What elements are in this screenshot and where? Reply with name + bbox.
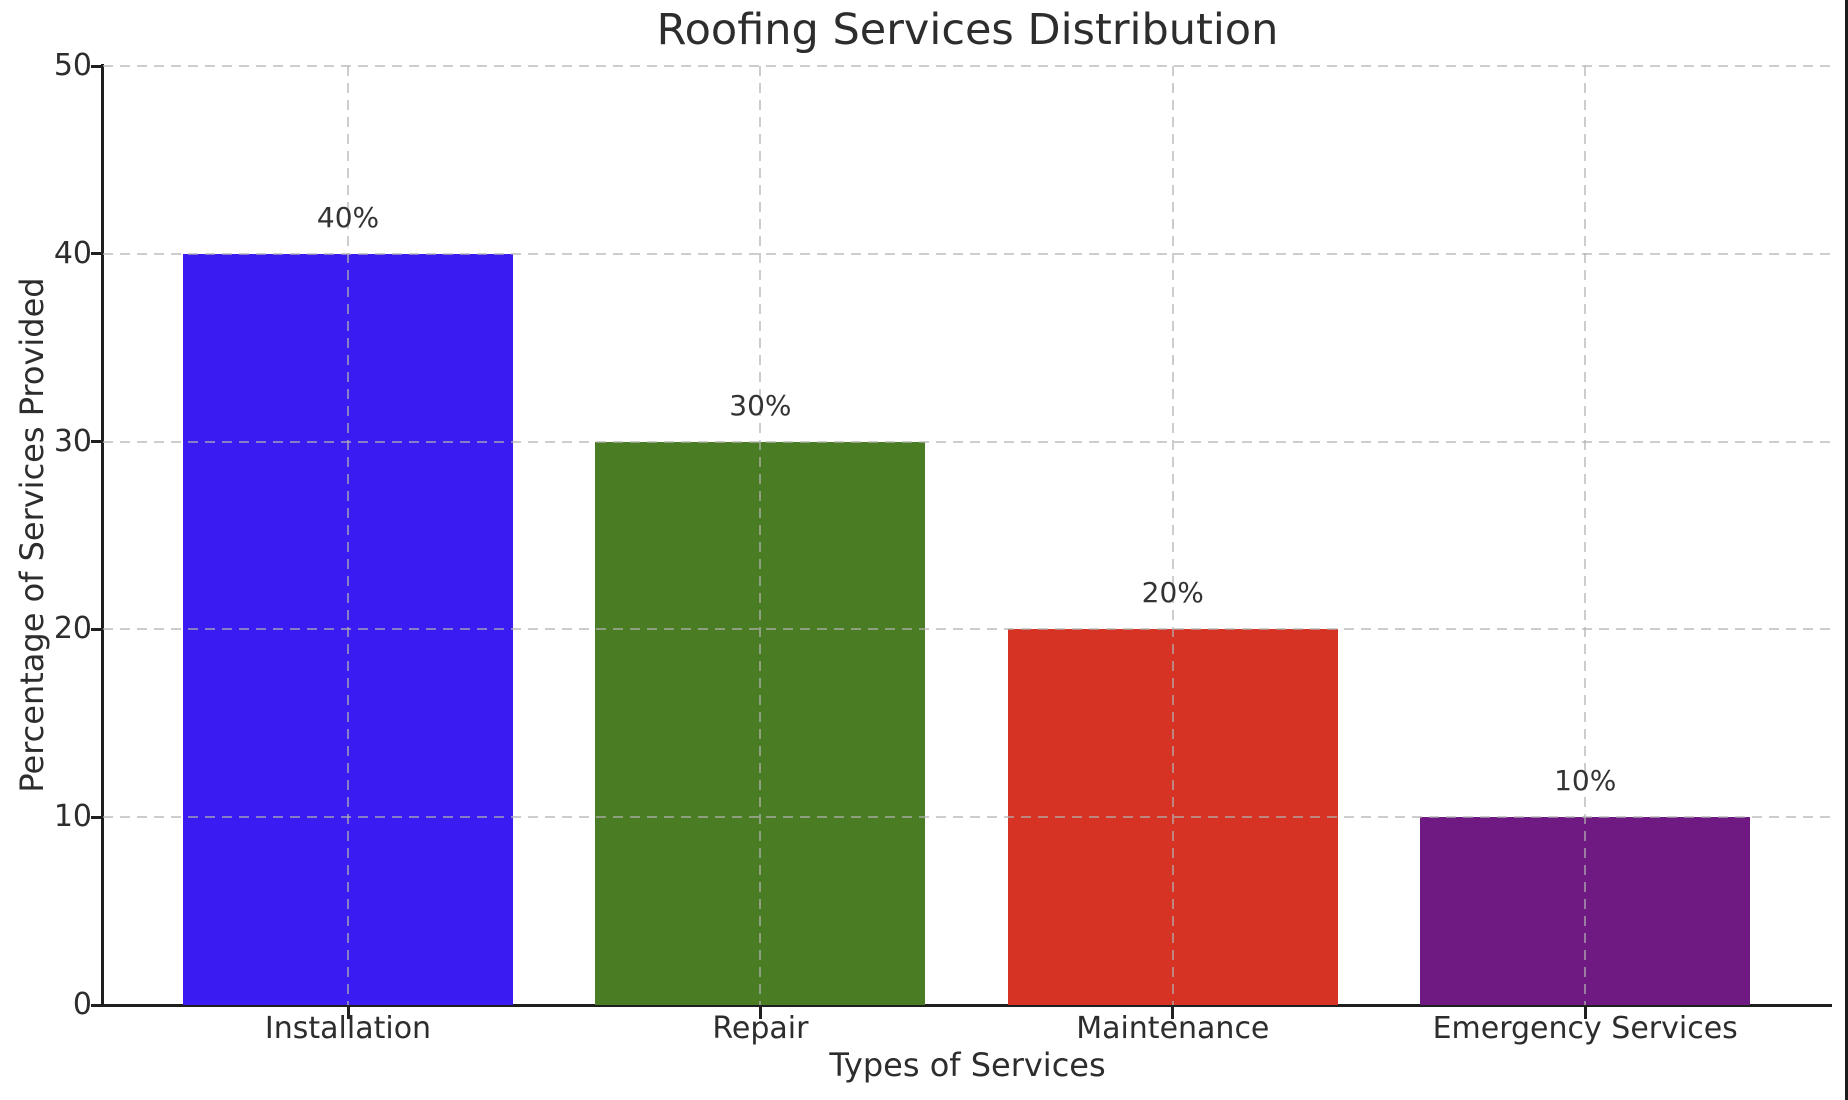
y-tick-label-0: 0 [72, 987, 92, 1022]
y-tick-mark-10 [91, 815, 103, 819]
y-tick-label-50: 50 [53, 48, 92, 83]
x-tick-label-maintenance: Maintenance [1076, 1011, 1270, 1046]
x-tick-mark-installation [346, 1007, 350, 1019]
y-tick-label-40: 40 [53, 235, 92, 271]
y-tick-label-30: 30 [53, 423, 92, 459]
plot-area: 40% 30% 20% 10% [103, 65, 1832, 1005]
x-axis-spine [101, 1004, 1832, 1007]
h-gridline-20 [103, 628, 1832, 631]
x-tick-label-installation: Installation [264, 1011, 432, 1046]
x-tick-mark-repair [758, 1007, 762, 1019]
y-tick-mark-0 [91, 1003, 103, 1007]
v-gridline-installation [347, 66, 349, 1005]
bar-value-label-emergency-services: 10% [1554, 764, 1617, 798]
x-tick-label-repair: Repair [712, 1011, 809, 1046]
screenshot-right-border [1845, 0, 1848, 1100]
y-axis-label: Percentage of Services Provided [13, 277, 51, 793]
h-gridline-50 [103, 65, 1832, 67]
y-tick-mark-40 [91, 252, 103, 256]
y-tick-mark-30 [91, 440, 103, 444]
chart-title: Roofing Services Distribution [656, 5, 1279, 55]
x-tick-mark-emergency-services [1583, 1007, 1587, 1019]
x-axis-label: Types of Services [829, 1046, 1106, 1084]
bar-value-label-installation: 40% [316, 200, 380, 234]
y-tick-mark-20 [91, 627, 103, 631]
v-gridline-repair [759, 66, 762, 1005]
bar-value-label-repair: 30% [729, 388, 792, 422]
x-tick-label-emergency-services: Emergency Services [1432, 1011, 1738, 1046]
v-gridline-emergency-services [1584, 66, 1587, 1005]
h-gridline-30 [103, 440, 1832, 443]
y-tick-label-20: 20 [53, 611, 92, 647]
x-tick-mark-maintenance [1171, 1007, 1175, 1019]
y-axis-spine [101, 64, 104, 1007]
y-tick-mark-50 [91, 64, 103, 68]
h-gridline-40 [103, 252, 1832, 255]
h-gridline-10 [103, 816, 1832, 819]
v-gridline-maintenance [1171, 66, 1174, 1005]
bar-value-label-maintenance: 20% [1141, 576, 1204, 610]
y-tick-label-10: 10 [53, 799, 92, 835]
